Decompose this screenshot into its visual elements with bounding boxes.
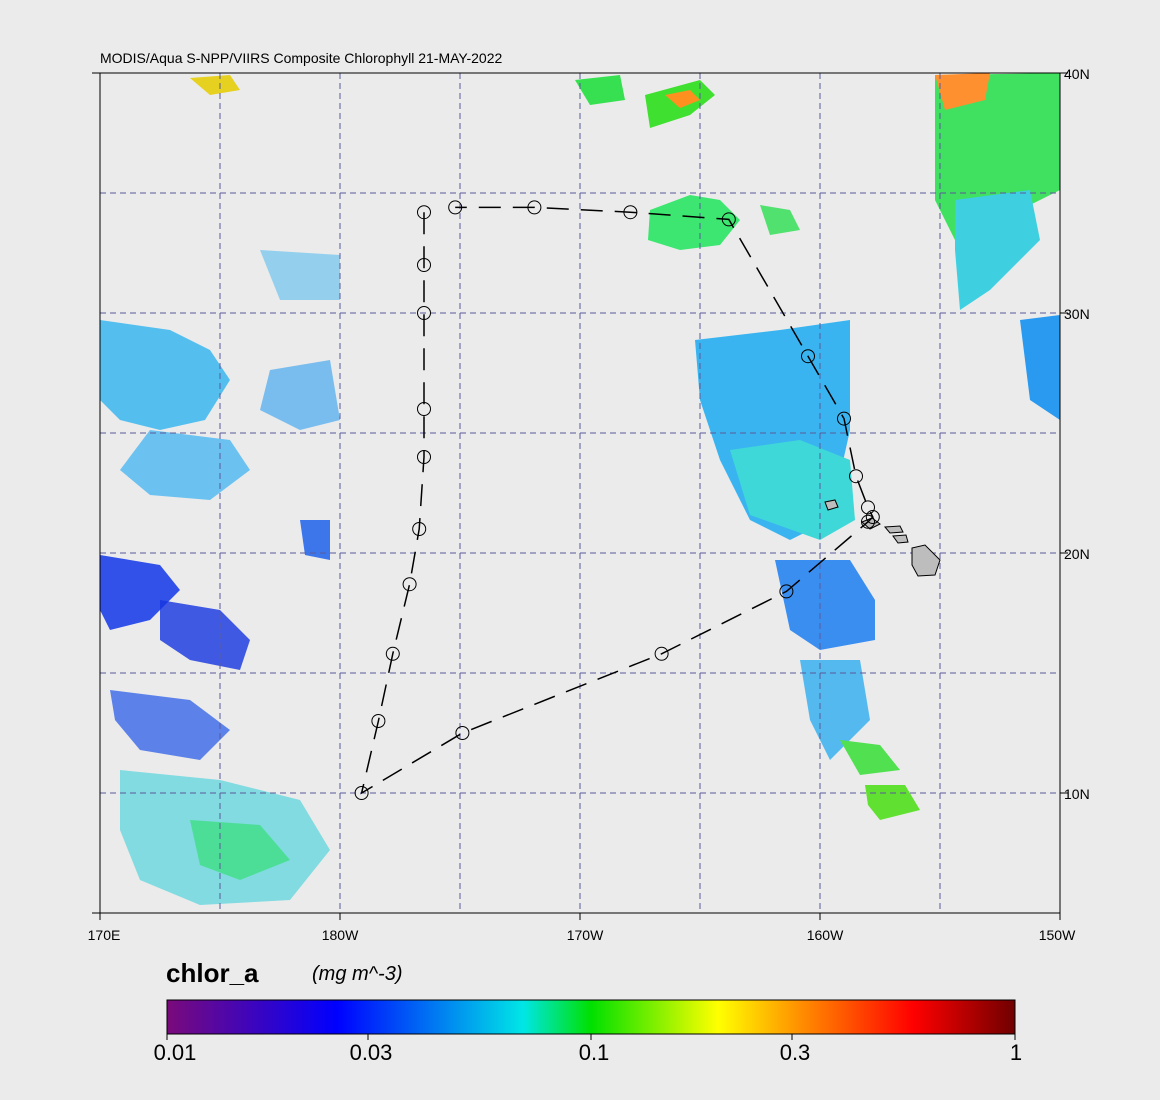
graticule xyxy=(100,73,1060,913)
track-station-marker xyxy=(402,577,417,592)
lat-label-10n: 10N xyxy=(1064,786,1090,802)
track-station-marker xyxy=(417,258,431,272)
track-station-marker xyxy=(849,469,863,484)
lon-label-170e: 170E xyxy=(87,927,121,943)
track-station-marker xyxy=(861,500,875,515)
lat-label-40n: 40N xyxy=(1064,66,1090,82)
cruise-track xyxy=(354,200,880,800)
track-station-marker xyxy=(385,646,400,661)
track-station-marker xyxy=(412,522,427,536)
track-station-marker xyxy=(865,510,880,524)
lat-label-30n: 30N xyxy=(1064,306,1090,322)
track-station-marker xyxy=(801,349,815,364)
lon-label-160w: 160W xyxy=(806,927,844,943)
lon-label-170w: 170W xyxy=(566,927,604,943)
track-line xyxy=(360,206,874,795)
track-station-marker xyxy=(527,200,542,215)
plot-area xyxy=(92,72,1068,920)
lon-label-150w: 150W xyxy=(1038,927,1076,943)
track-station-marker xyxy=(721,212,736,227)
colorbar xyxy=(166,999,1016,1040)
colorbar-tick-label: 0.01 xyxy=(153,1040,197,1065)
lat-label-20n: 20N xyxy=(1064,546,1090,562)
track-station-marker xyxy=(417,450,431,464)
colorbar-tick-label: 1 xyxy=(1009,1040,1023,1065)
track-station-marker xyxy=(448,200,463,215)
colorbar-tick-label: 0.1 xyxy=(578,1040,610,1065)
track-station-marker xyxy=(861,514,875,529)
lon-label-180w: 180W xyxy=(321,927,359,943)
colorbar-units-label: (mg m^-3) xyxy=(312,963,403,985)
axis-ticks xyxy=(92,72,1068,920)
track-station-marker xyxy=(623,205,638,220)
colorbar-variable-label: chlor_a xyxy=(166,958,259,988)
track-station-marker xyxy=(417,205,431,220)
track-station-marker xyxy=(837,411,851,426)
track-station-marker xyxy=(779,584,794,599)
track-station-marker xyxy=(417,306,431,320)
colorbar-tick-label: 0.03 xyxy=(349,1040,393,1065)
track-station-marker xyxy=(371,714,386,728)
track-station-marker xyxy=(455,726,470,740)
chlorophyll-patches xyxy=(100,73,1060,905)
map-title: MODIS/Aqua S-NPP/VIIRS Composite Chlorop… xyxy=(100,50,503,66)
colorbar-tick-label: 0.3 xyxy=(779,1040,811,1065)
track-station-marker xyxy=(654,646,669,661)
track-station-marker xyxy=(354,786,369,800)
track-station-marker xyxy=(417,402,431,416)
hawaiian-islands xyxy=(824,499,941,577)
